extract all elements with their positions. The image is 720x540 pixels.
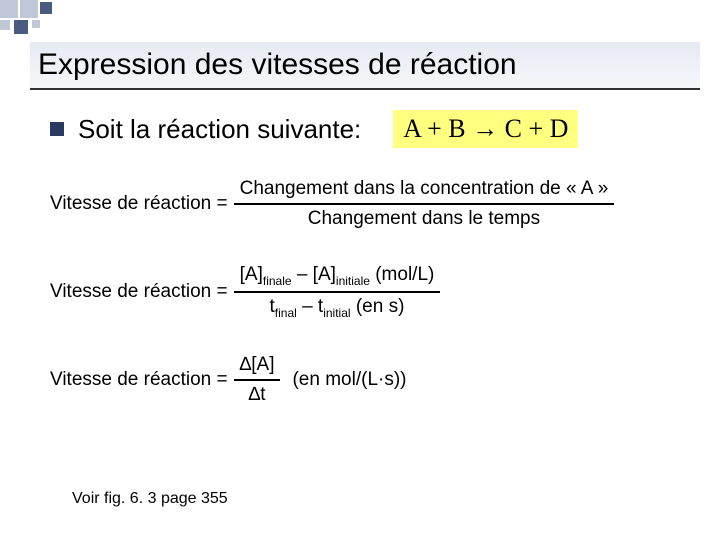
bullet-text: Soit la réaction suivante: [78, 114, 361, 145]
numerator: [A]finale – [A]initiale (mol/L) [234, 264, 441, 293]
unit-label: (en mol/(L·s)) [292, 369, 406, 391]
reaction-equation: A + B → C + D [393, 110, 578, 148]
rate-label: Vitesse de réaction = [50, 193, 228, 215]
deco-square [14, 20, 28, 34]
denominator: Changement dans le temps [302, 205, 546, 230]
corner-decoration [0, 0, 140, 30]
numerator: Changement dans la concentration de « A … [234, 178, 615, 205]
square-bullet-icon [50, 122, 64, 136]
rate-definition-row-3: Vitesse de réaction = ∆[A] ∆t (en mol/(L… [50, 354, 690, 406]
fraction: ∆[A] ∆t [234, 354, 281, 406]
deco-square [0, 20, 10, 30]
fraction: Changement dans la concentration de « A … [234, 178, 615, 230]
rate-definition-row-2: Vitesse de réaction = [A]finale – [A]ini… [50, 264, 690, 320]
fraction: [A]finale – [A]initiale (mol/L) tfinal –… [234, 264, 441, 320]
denominator: tfinal – tinitial (en s) [264, 293, 411, 320]
deco-square [0, 0, 18, 18]
footnote: Voir fig. 6. 3 page 355 [72, 490, 228, 508]
page-title: Expression des vitesses de réaction [38, 48, 517, 82]
rate-label: Vitesse de réaction = [50, 369, 228, 391]
equation-text: A + B → C + D [403, 114, 568, 143]
deco-square [32, 20, 40, 28]
deco-square [20, 0, 38, 18]
rate-definition-row-1: Vitesse de réaction = Changement dans la… [50, 178, 690, 230]
bullet-row: Soit la réaction suivante: A + B → C + D [50, 110, 690, 148]
content-area: Soit la réaction suivante: A + B → C + D… [50, 110, 690, 440]
numerator: ∆[A] [234, 354, 281, 381]
denominator: ∆t [243, 381, 272, 406]
title-bar: Expression des vitesses de réaction [30, 42, 700, 90]
rate-label: Vitesse de réaction = [50, 281, 228, 303]
deco-square [40, 2, 52, 14]
